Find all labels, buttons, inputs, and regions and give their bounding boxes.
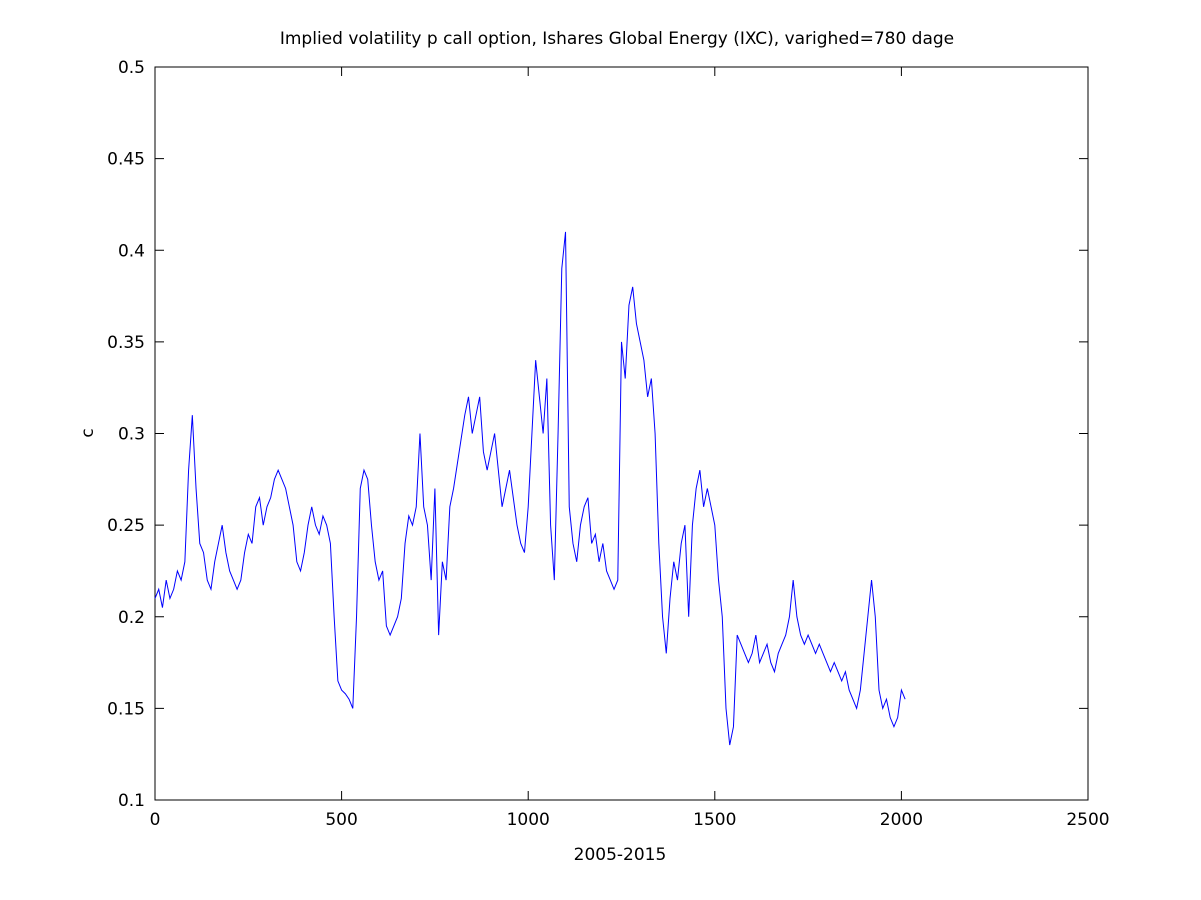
y-tick-label: 0.3 (118, 425, 145, 445)
y-axis-label: c (78, 428, 98, 437)
x-tick-label: 500 (325, 810, 357, 830)
x-tick-label: 0 (150, 810, 161, 830)
y-tick-label: 0.2 (118, 608, 145, 628)
y-tick-label: 0.45 (107, 150, 145, 170)
x-axis-label: 2005-2015 (574, 845, 667, 865)
x-tick-label: 2000 (880, 810, 923, 830)
y-tick-label: 0.1 (118, 791, 145, 811)
y-tick-label: 0.35 (107, 333, 145, 353)
y-tick-label: 0.4 (118, 241, 145, 261)
x-tick-label: 1500 (693, 810, 736, 830)
x-tick-label: 2500 (1066, 810, 1109, 830)
y-tick-label: 0.5 (118, 58, 145, 78)
y-tick-label: 0.25 (107, 516, 145, 536)
line-series (154, 231, 906, 746)
y-tick-label: 0.15 (107, 699, 145, 719)
chart-title: Implied volatility p call option, Ishare… (280, 29, 954, 49)
x-tick-label: 1000 (507, 810, 550, 830)
